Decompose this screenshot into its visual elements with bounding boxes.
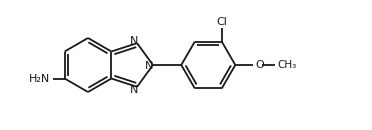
Text: O: O xyxy=(255,60,264,70)
Text: N: N xyxy=(130,36,138,46)
Text: N: N xyxy=(130,85,138,95)
Text: N: N xyxy=(145,61,153,71)
Text: H₂N: H₂N xyxy=(29,73,51,83)
Text: Cl: Cl xyxy=(217,17,227,27)
Text: CH₃: CH₃ xyxy=(277,60,296,70)
